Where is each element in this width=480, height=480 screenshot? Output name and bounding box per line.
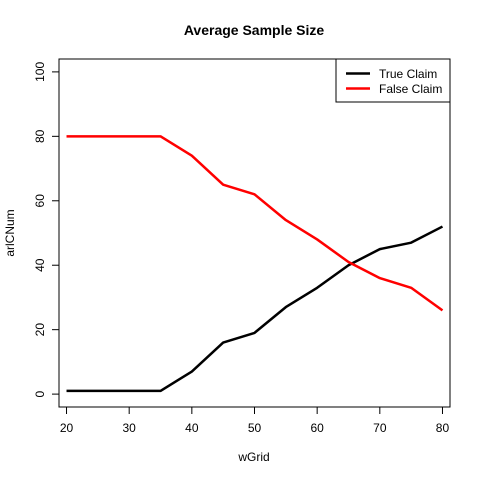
- y-axis: 0 20 40 60 80 100: [33, 62, 59, 398]
- plot-frame: [59, 59, 450, 407]
- y-tick-label: 40: [33, 258, 47, 272]
- chart-title: Average Sample Size: [184, 22, 325, 38]
- legend-label-true-claim: True Claim: [379, 67, 437, 81]
- legend-label-false-claim: False Claim: [379, 82, 442, 96]
- y-tick-label: 0: [33, 390, 47, 397]
- x-tick-label: 50: [248, 421, 262, 435]
- y-axis-label: arlCNum: [3, 209, 17, 256]
- x-tick-label: 70: [373, 421, 387, 435]
- series-line-false-claim: [67, 136, 443, 310]
- series-layer: [67, 136, 443, 391]
- x-tick-label: 40: [185, 421, 199, 435]
- series-line-true-claim: [67, 227, 443, 391]
- x-axis-label: wGrid: [237, 450, 269, 464]
- y-tick-label: 60: [33, 194, 47, 208]
- x-tick-label: 80: [436, 421, 450, 435]
- y-tick-label: 20: [33, 323, 47, 337]
- legend: True Claim False Claim: [336, 59, 450, 102]
- y-tick-label: 80: [33, 129, 47, 143]
- x-tick-label: 60: [310, 421, 324, 435]
- x-tick-label: 20: [60, 421, 74, 435]
- x-tick-label: 30: [122, 421, 136, 435]
- x-axis: 20 30 40 50 60 70 80: [60, 407, 450, 435]
- y-tick-label: 100: [33, 62, 47, 82]
